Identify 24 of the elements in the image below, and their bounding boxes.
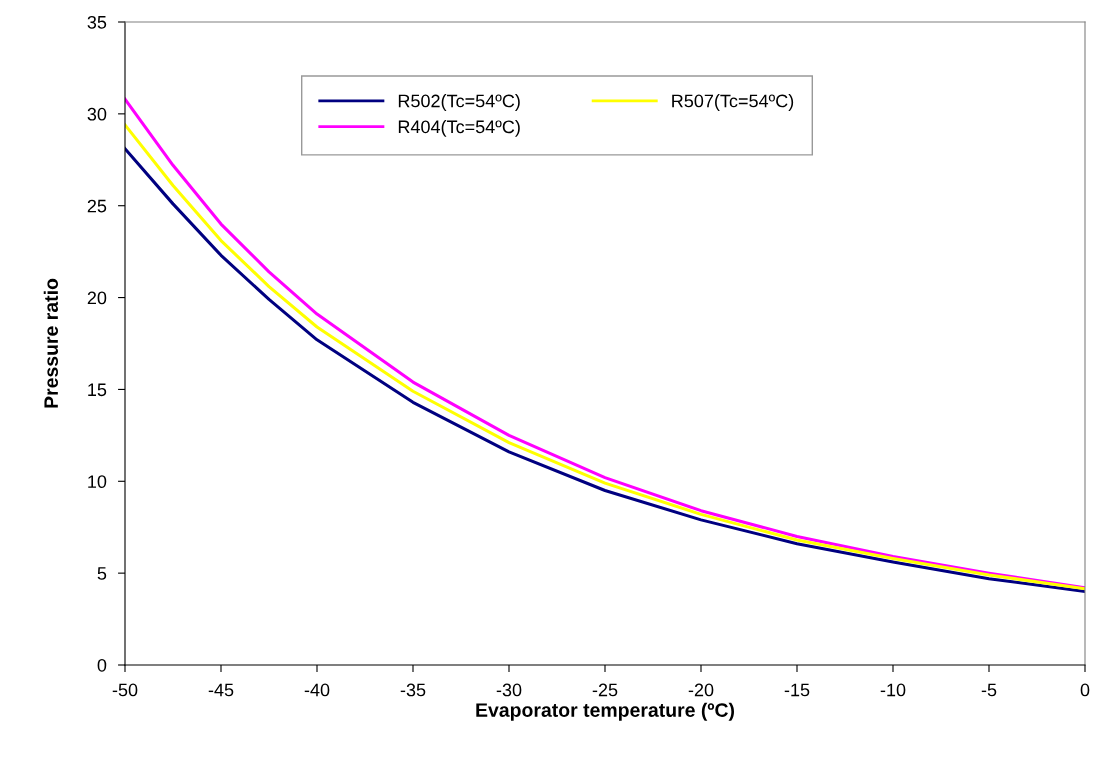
x-tick-label: 0 — [1080, 683, 1090, 697]
x-tick-label: -50 — [112, 683, 138, 697]
x-tick-label: -35 — [400, 683, 426, 697]
x-tick-label: -40 — [304, 683, 330, 697]
x-tick-label: -10 — [880, 683, 906, 697]
legend-label: R502(Tc=54ºC) — [398, 94, 520, 111]
y-tick-label: 0 — [97, 658, 107, 672]
x-tick-label: -45 — [208, 683, 234, 697]
y-tick-label: 10 — [88, 475, 107, 489]
y-tick-label: 30 — [87, 107, 107, 121]
x-axis-title: Evaporator temperature (ºC) — [476, 702, 735, 721]
y-tick-label: 20 — [87, 291, 107, 305]
y-axis-title: Pressure ratio — [43, 278, 59, 408]
x-tick-label: -5 — [981, 683, 997, 697]
x-tick-label: -25 — [592, 683, 618, 697]
legend-label: R507(Tc=54ºC) — [672, 94, 794, 111]
x-tick-label: -15 — [784, 683, 810, 697]
y-tick-label: 5 — [97, 567, 107, 580]
y-tick-label: 25 — [87, 199, 107, 213]
x-tick-label: -30 — [496, 683, 522, 697]
legend-label: R404(Tc=54ºC) — [398, 119, 520, 137]
y-tick-label: 35 — [87, 15, 107, 29]
x-tick-label: -20 — [688, 683, 714, 697]
y-tick-label: 15 — [88, 383, 107, 397]
